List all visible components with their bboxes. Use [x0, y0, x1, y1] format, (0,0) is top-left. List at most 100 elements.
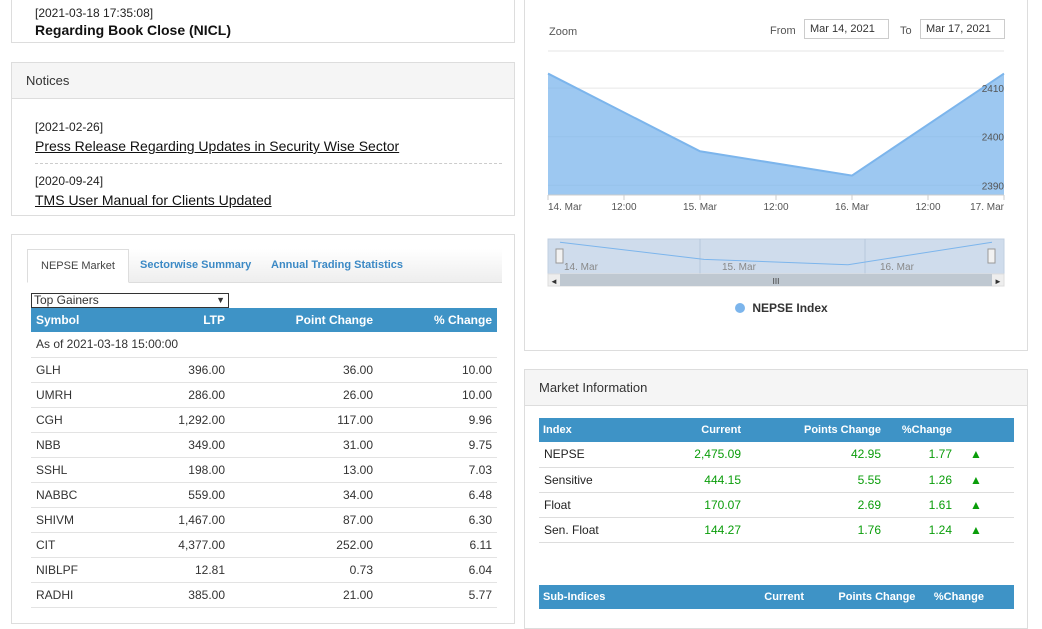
market-panel: NEPSE Market Sectorwise Summary Annual T…: [11, 234, 515, 624]
cell-current: 444.15: [619, 467, 746, 492]
cell-current: 170.07: [619, 492, 746, 517]
cell-index: NEPSE: [539, 442, 619, 467]
cell-symbol[interactable]: SHIVM: [31, 507, 111, 532]
news-title[interactable]: Regarding Book Close (NICL): [35, 22, 231, 38]
market-info-panel: Market Information Index Current Points …: [524, 369, 1028, 629]
gainers-select[interactable]: Top Gainers ▼: [31, 293, 229, 308]
notice-list: [2021-02-26] Press Release Regarding Upd…: [35, 120, 502, 216]
col-sub-points-change[interactable]: Points Change: [804, 585, 920, 609]
cell-symbol[interactable]: CGH: [31, 407, 111, 432]
cell-index: Float: [539, 492, 619, 517]
navigator-handle[interactable]: [556, 249, 563, 263]
notice-date: [2021-02-26]: [35, 120, 502, 134]
table-header-row: Index Current Points Change %Change: [539, 418, 1014, 442]
cell-pct-change: 1.61: [886, 492, 966, 517]
chevron-down-icon: ▼: [216, 294, 225, 307]
cell-point-change: 87.00: [230, 507, 378, 532]
cell-ltp: 396.00: [111, 357, 230, 382]
cell-point-change: 13.00: [230, 457, 378, 482]
cell-ltp: 1,292.00: [111, 407, 230, 432]
as-of-text: As of 2021-03-18 15:00:00: [31, 332, 497, 357]
market-info-heading: Market Information: [525, 370, 1027, 406]
navigator-tick-label: 15. Mar: [722, 262, 757, 273]
cell-points-change: 5.55: [746, 467, 886, 492]
scroll-left-icon[interactable]: ◄: [550, 277, 558, 286]
cell-symbol[interactable]: SSHL: [31, 457, 111, 482]
tab-nepse-market[interactable]: NEPSE Market: [27, 249, 129, 283]
cell-ltp: 1,467.00: [111, 507, 230, 532]
up-arrow-icon: ▲: [966, 517, 1014, 542]
x-tick-label: 15. Mar: [683, 202, 718, 213]
col-index[interactable]: Index: [539, 418, 619, 442]
cell-symbol[interactable]: RADHI: [31, 582, 111, 607]
cell-percent-change: 5.77: [378, 582, 497, 607]
x-tick-label: 17. Mar: [970, 202, 1005, 213]
cell-points-change: 2.69: [746, 492, 886, 517]
navigator-mask[interactable]: [548, 239, 1004, 277]
notice-title[interactable]: Press Release Regarding Updates in Secur…: [35, 138, 502, 154]
cell-point-change: 34.00: [230, 482, 378, 507]
col-current[interactable]: Current: [619, 418, 746, 442]
navigator-handle[interactable]: [988, 249, 995, 263]
cell-percent-change: 9.96: [378, 407, 497, 432]
series-area: [548, 74, 1004, 195]
cell-current: 2,475.09: [619, 442, 746, 467]
x-tick-label: 12:00: [763, 202, 788, 213]
scrollbar-grip-icon: III: [773, 277, 780, 286]
navigator-tick-label: 16. Mar: [880, 262, 915, 273]
tab-sectorwise-summary[interactable]: Sectorwise Summary: [140, 249, 251, 283]
notice-item: [2020-09-24] TMS User Manual for Clients…: [35, 164, 502, 208]
table-header-row: Sub-Indices Current Points Change %Chang…: [539, 585, 1014, 609]
top-gainers-table: Symbol LTP Point Change % Change As of 2…: [31, 308, 497, 608]
col-percent-change[interactable]: % Change: [378, 308, 497, 332]
gainers-select-value: Top Gainers: [34, 293, 99, 307]
cell-point-change: 21.00: [230, 582, 378, 607]
cell-ltp: 12.81: [111, 557, 230, 582]
chart-panel: Zoom From Mar 14, 2021 To Mar 17, 2021 2…: [524, 0, 1028, 351]
notice-title[interactable]: TMS User Manual for Clients Updated: [35, 192, 502, 208]
cell-symbol[interactable]: NABBC: [31, 482, 111, 507]
notice-item: [2021-02-26] Press Release Regarding Upd…: [35, 120, 502, 164]
cell-percent-change: 7.03: [378, 457, 497, 482]
col-points-change[interactable]: Points Change: [746, 418, 886, 442]
col-sub-indices[interactable]: Sub-Indices: [539, 585, 622, 609]
cell-symbol[interactable]: GLH: [31, 357, 111, 382]
cell-point-change: 26.00: [230, 382, 378, 407]
col-arrow: [966, 418, 1014, 442]
cell-index: Sensitive: [539, 467, 619, 492]
market-info-table: Index Current Points Change %Change NEPS…: [539, 418, 1014, 543]
cell-symbol[interactable]: CIT: [31, 532, 111, 557]
up-arrow-icon: ▲: [966, 492, 1014, 517]
col-pct-change[interactable]: %Change: [886, 418, 966, 442]
cell-ltp: 286.00: [111, 382, 230, 407]
cell-percent-change: 10.00: [378, 382, 497, 407]
up-arrow-icon: ▲: [966, 467, 1014, 492]
legend[interactable]: NEPSE Index: [735, 301, 828, 315]
cell-pct-change: 1.24: [886, 517, 966, 542]
col-ltp[interactable]: LTP: [111, 308, 230, 332]
legend-label: NEPSE Index: [752, 301, 827, 315]
col-symbol[interactable]: Symbol: [31, 308, 111, 332]
cell-symbol[interactable]: UMRH: [31, 382, 111, 407]
tab-annual-trading-statistics[interactable]: Annual Trading Statistics: [271, 249, 403, 283]
cell-point-change: 252.00: [230, 532, 378, 557]
col-sub-pct-change[interactable]: %Change: [920, 585, 1014, 609]
navigator-tick-label: 14. Mar: [564, 262, 599, 273]
cell-ltp: 198.00: [111, 457, 230, 482]
cell-symbol[interactable]: NIBLPF: [31, 557, 111, 582]
y-tick-label: 2410: [982, 84, 1005, 95]
col-point-change[interactable]: Point Change: [230, 308, 378, 332]
y-tick-label: 2390: [982, 181, 1005, 192]
col-sub-current[interactable]: Current: [622, 585, 804, 609]
cell-symbol[interactable]: NBB: [31, 432, 111, 457]
news-panel: [2021-03-18 17:35:08] Regarding Book Clo…: [11, 0, 515, 43]
scroll-right-icon[interactable]: ►: [994, 277, 1002, 286]
